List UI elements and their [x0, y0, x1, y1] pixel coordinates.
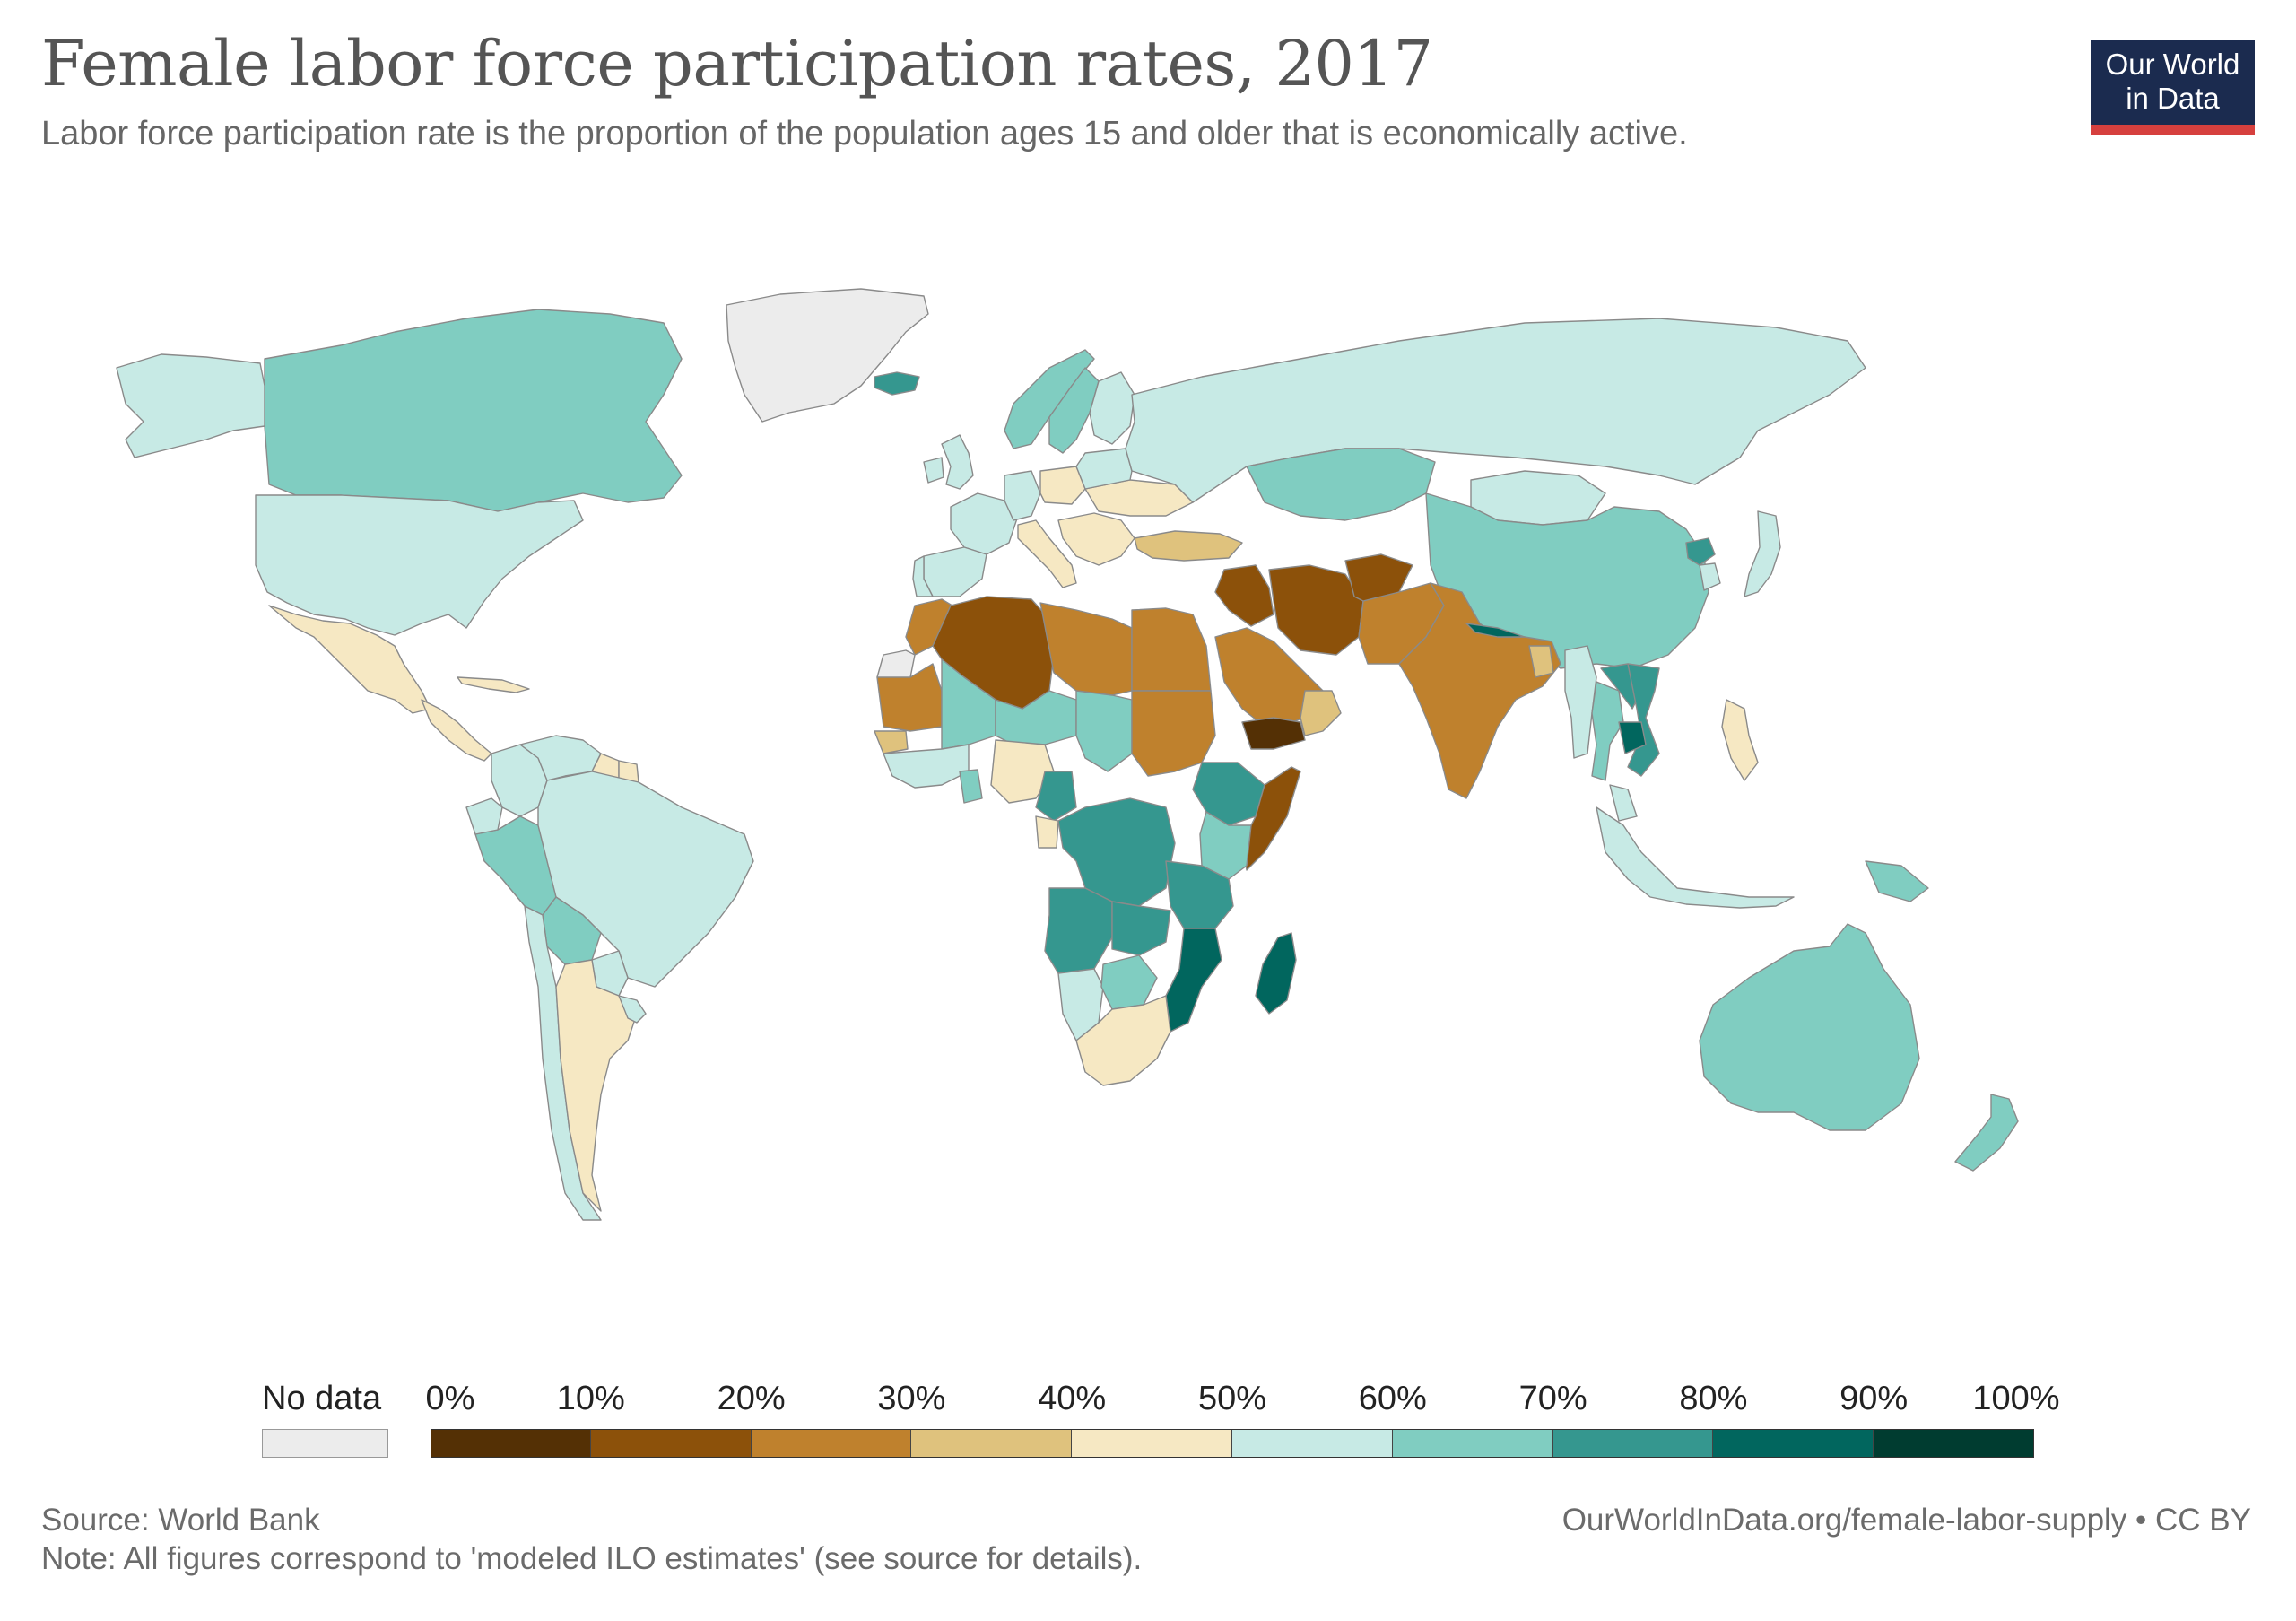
country-gabon[interactable]: Gabon: [1035, 815, 1059, 849]
country-greenland[interactable]: Greenland: [726, 288, 929, 423]
country-central-america[interactable]: Central America: [421, 699, 492, 762]
owid-logo[interactable]: Our World in Data: [2091, 40, 2255, 135]
country-kenya[interactable]: Kenya: [1199, 811, 1252, 880]
country-yemen[interactable]: Yemen: [1241, 717, 1306, 750]
note-text: Note: All figures correspond to 'modeled…: [41, 1541, 1143, 1576]
legend-tick-label: 30%: [877, 1380, 946, 1417]
legend-no-data-swatch: [262, 1429, 388, 1458]
legend-tick-label: 50%: [1197, 1380, 1267, 1417]
logo-line-1: Our World: [2105, 48, 2240, 81]
source-url-link[interactable]: OurWorldInData.org/female-labor-supply •…: [1561, 1503, 2251, 1538]
country-iraq[interactable]: Iraq: [1214, 564, 1274, 627]
country-sudan[interactable]: Sudan: [1131, 690, 1216, 777]
country-ethiopia[interactable]: Ethiopia: [1192, 762, 1265, 826]
country-alaska[interactable]: Alaska: [116, 353, 265, 458]
country-ukraine[interactable]: Ukraine: [1084, 479, 1194, 517]
country-iceland[interactable]: Iceland: [874, 371, 920, 396]
country-portugal[interactable]: Portugal: [912, 555, 934, 597]
country-angola[interactable]: Angola: [1044, 887, 1113, 974]
page-subtitle: Labor force participation rate is the pr…: [41, 115, 1688, 153]
country-ghana[interactable]: Ghana: [959, 769, 983, 804]
page-title: Female labor force participation rates, …: [41, 27, 1433, 100]
country-australia[interactable]: Australia: [1699, 923, 1920, 1131]
country-iran[interactable]: Iran: [1268, 564, 1364, 656]
legend-tick-label: 90%: [1839, 1380, 1909, 1417]
legend-bin[interactable]: [1713, 1429, 1874, 1458]
country-uruguay[interactable]: Uruguay: [618, 995, 647, 1024]
country-indonesia[interactable]: Indonesia: [1596, 806, 1795, 909]
country-korea-dpr[interactable]: Korea DPR: [1685, 537, 1716, 566]
legend-bin[interactable]: [1232, 1429, 1393, 1458]
country-west-africa-coast[interactable]: West Africa coast: [883, 744, 970, 789]
country-botswana[interactable]: Botswana: [1100, 954, 1158, 1010]
country-spain[interactable]: Spain: [923, 546, 987, 597]
country-oman[interactable]: Oman: [1300, 690, 1342, 736]
legend-no-data-label: No data: [262, 1380, 382, 1417]
country-dr-congo[interactable]: DR Congo: [1057, 797, 1176, 907]
logo-line-2: in Data: [2126, 82, 2220, 115]
legend-tick-label: 40%: [1038, 1380, 1107, 1417]
country-brazil[interactable]: Brazil: [537, 771, 754, 988]
country-bolivia[interactable]: Bolivia: [542, 896, 602, 965]
country-france[interactable]: France: [950, 492, 1019, 555]
country-argentina[interactable]: Argentina: [555, 959, 638, 1212]
country-zambia[interactable]: Zambia: [1111, 901, 1171, 956]
country-italy[interactable]: Italy: [1017, 519, 1077, 588]
country-united-kingdom[interactable]: United Kingdom: [941, 434, 974, 490]
country-canada[interactable]: Canada: [264, 309, 683, 512]
legend-bin[interactable]: [590, 1429, 752, 1458]
country-mali[interactable]: Mali: [941, 658, 996, 750]
world-map: GreenlandCanadaAlaskaUnited StatesMexico…: [116, 288, 2019, 1221]
country-senegal[interactable]: Senegal: [874, 730, 909, 754]
legend-tick-label: 70%: [1518, 1380, 1587, 1417]
country-chad[interactable]: Chad: [1075, 690, 1133, 772]
country-vietnam[interactable]: Vietnam: [1627, 663, 1660, 777]
country-balkans[interactable]: Balkans: [1057, 512, 1135, 566]
legend-bin[interactable]: [430, 1429, 591, 1458]
country-new-zealand[interactable]: New Zealand: [1954, 1094, 2019, 1172]
country-south-korea[interactable]: South Korea: [1699, 562, 1721, 591]
country-united-states[interactable]: United States: [255, 494, 584, 636]
country-papua-new-guinea[interactable]: Papua New Guinea: [1865, 860, 1929, 902]
legend-bin[interactable]: [1552, 1429, 1714, 1458]
legend-tick-label: 100%: [1972, 1380, 2060, 1417]
legend-tick-label: 10%: [556, 1380, 625, 1417]
legend-tick-label: 0%: [425, 1380, 475, 1417]
country-nepal[interactable]: Nepal: [1465, 623, 1526, 638]
country-ireland[interactable]: Ireland: [923, 457, 944, 484]
country-ecuador[interactable]: Ecuador: [465, 797, 503, 835]
country-cuba[interactable]: Cuba: [457, 676, 530, 693]
country-myanmar[interactable]: Myanmar: [1564, 645, 1597, 759]
country-libya[interactable]: Libya: [1039, 602, 1133, 696]
country-bangladesh[interactable]: Bangladesh: [1528, 645, 1554, 678]
legend-bin[interactable]: [1874, 1429, 2034, 1458]
country-germany[interactable]: Germany: [1004, 470, 1041, 521]
country-nigeria[interactable]: Nigeria: [990, 739, 1055, 804]
legend-tick-label: 80%: [1679, 1380, 1748, 1417]
legend-bin[interactable]: [751, 1429, 912, 1458]
country-cambodia[interactable]: Cambodia: [1618, 721, 1647, 754]
country-japan[interactable]: Japan: [1744, 510, 1781, 597]
country-finland[interactable]: Finland: [1089, 371, 1135, 445]
country-turkey[interactable]: Turkey: [1134, 530, 1243, 562]
legend-bin[interactable]: [1072, 1429, 1232, 1458]
country-south-africa[interactable]: South Africa: [1075, 995, 1171, 1086]
source-text: Source: World Bank: [41, 1503, 320, 1538]
country-tanzania[interactable]: Tanzania: [1165, 860, 1234, 929]
country-russia[interactable]: Russia: [1125, 318, 1866, 503]
country-thailand[interactable]: Thailand: [1591, 681, 1624, 781]
legend-bin[interactable]: [911, 1429, 1073, 1458]
country-mozambique[interactable]: Mozambique: [1165, 928, 1222, 1033]
country-philippines[interactable]: Philippines: [1721, 699, 1759, 781]
country-malaysia[interactable]: Malaysia: [1609, 784, 1638, 822]
country-chile[interactable]: Chile: [524, 905, 602, 1221]
legend-bin[interactable]: [1392, 1429, 1553, 1458]
country-egypt[interactable]: Egypt: [1131, 607, 1212, 692]
country-madagascar[interactable]: Madagascar: [1255, 932, 1297, 1015]
legend-tick-label: 20%: [717, 1380, 786, 1417]
legend-tick-label: 60%: [1358, 1380, 1427, 1417]
